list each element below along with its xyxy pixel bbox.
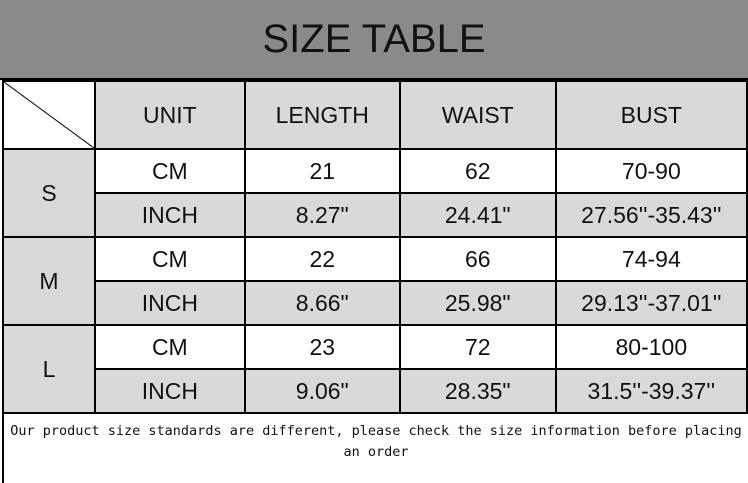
table-row: INCH 8.66" 25.98" 29.13''-37.01'' (3, 280, 748, 326)
header-row: UNIT LENGTH WAIST BUST (2, 80, 748, 150)
waist-cell: 66 (398, 236, 557, 282)
table-row: S CM 21 62 70-90 (2, 148, 748, 238)
length-cell: 21 (243, 148, 401, 194)
waist-cell: 28.35" (398, 368, 557, 414)
unit-cell: INCH (93, 192, 246, 238)
waist-cell: 24.41" (398, 192, 557, 238)
length-cell: 22 (243, 236, 401, 282)
page-title: SIZE TABLE (0, 0, 748, 80)
waist-cell: 25.98" (398, 280, 557, 326)
length-cell: 8.27" (243, 192, 401, 238)
length-cell: 8.66" (243, 280, 401, 326)
bust-cell: 70-90 (554, 148, 748, 194)
waist-cell: 62 (398, 148, 557, 194)
size-table: UNIT LENGTH WAIST BUST S CM 21 62 70-90 INCH 8… (2, 80, 748, 414)
table-row: M CM 22 66 74-94 (2, 236, 748, 326)
footer-note: Our product size standards are different… (2, 412, 748, 483)
corner-cell (2, 80, 96, 150)
length-cell: 23 (243, 324, 401, 370)
size-label: M (2, 236, 96, 326)
waist-cell: 72 (398, 324, 557, 370)
bust-cell: 74-94 (554, 236, 748, 282)
length-cell: 9.06" (243, 368, 401, 414)
unit-cell: INCH (93, 368, 246, 414)
header-unit: UNIT (93, 80, 246, 150)
unit-cell: INCH (93, 280, 246, 326)
unit-cell: CM (93, 324, 246, 370)
bust-cell: 31.5''-39.37'' (554, 368, 748, 414)
size-label: S (2, 148, 96, 238)
bust-cell: 80-100 (554, 324, 748, 370)
table-row: INCH 8.27" 24.41" 27.56''-35.43'' (3, 192, 748, 238)
size-label: L (2, 324, 96, 414)
header-length: LENGTH (243, 80, 401, 150)
header-waist: WAIST (398, 80, 557, 150)
table-row: INCH 9.06" 28.35" 31.5''-39.37'' (3, 368, 748, 414)
bust-cell: 29.13''-37.01'' (554, 280, 748, 326)
unit-cell: CM (93, 148, 246, 194)
unit-cell: CM (93, 236, 246, 282)
bust-cell: 27.56''-35.43'' (554, 192, 748, 238)
table-row: L CM 23 72 80-100 (2, 324, 748, 414)
header-bust: BUST (554, 80, 748, 150)
